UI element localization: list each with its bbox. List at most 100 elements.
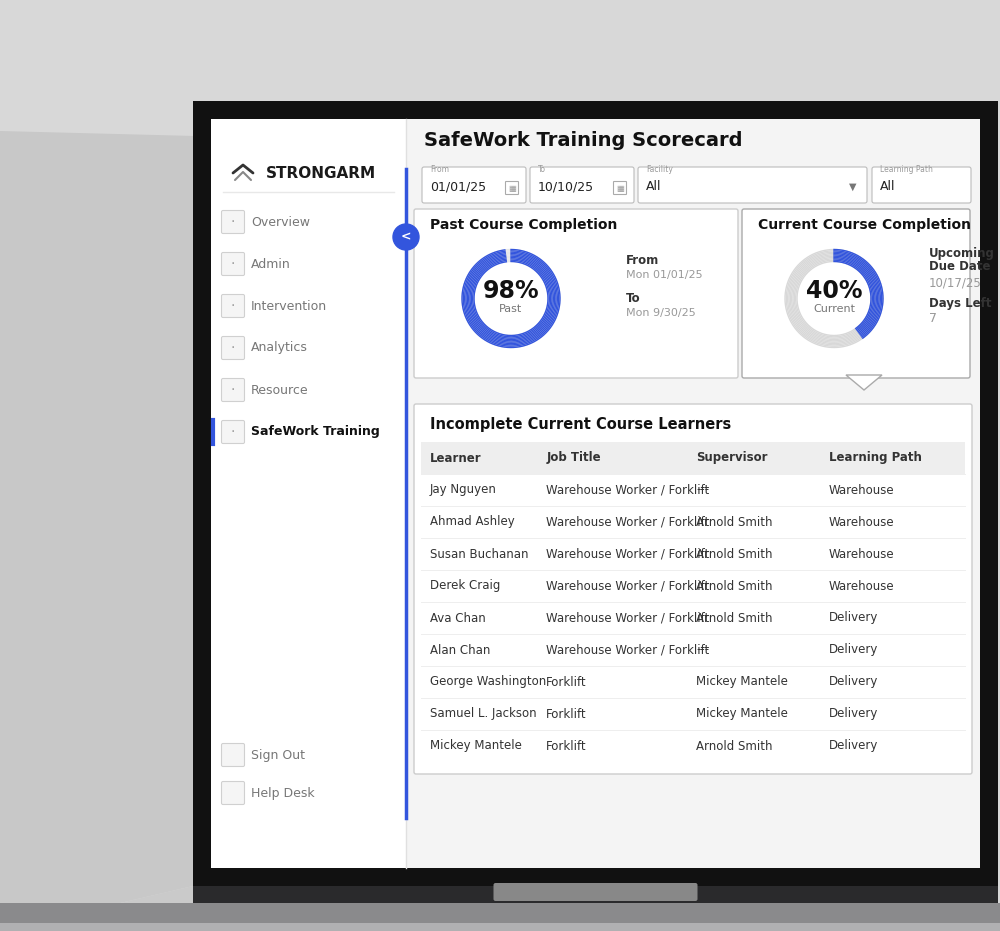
FancyBboxPatch shape — [414, 209, 738, 378]
FancyBboxPatch shape — [872, 167, 971, 203]
Text: Learning Path: Learning Path — [880, 165, 933, 173]
FancyBboxPatch shape — [222, 744, 244, 766]
Text: Warehouse: Warehouse — [829, 579, 895, 592]
Text: Analytics: Analytics — [251, 342, 308, 355]
Text: Delivery: Delivery — [829, 739, 878, 752]
Text: Admin: Admin — [251, 258, 291, 271]
Text: Overview: Overview — [251, 215, 310, 228]
Text: Mickey Mantele: Mickey Mantele — [430, 739, 522, 752]
Text: ·: · — [231, 425, 235, 439]
Text: Ahmad Ashley: Ahmad Ashley — [430, 516, 515, 529]
Text: Warehouse Worker / Forklift: Warehouse Worker / Forklift — [546, 579, 710, 592]
Text: All: All — [880, 181, 896, 194]
Bar — [406, 119, 980, 868]
FancyBboxPatch shape — [222, 210, 244, 234]
Text: ·: · — [231, 341, 235, 355]
Text: Samuel L. Jackson: Samuel L. Jackson — [430, 708, 537, 721]
Bar — [193, 101, 998, 886]
Text: Job Title: Job Title — [546, 452, 601, 465]
Text: STRONGARM: STRONGARM — [266, 166, 376, 181]
Text: 01/01/25: 01/01/25 — [430, 181, 486, 194]
Text: ·: · — [231, 383, 235, 397]
Text: Delivery: Delivery — [829, 676, 878, 689]
FancyBboxPatch shape — [530, 167, 634, 203]
Text: Warehouse Worker / Forklift: Warehouse Worker / Forklift — [546, 483, 710, 496]
Circle shape — [393, 224, 419, 250]
Text: Forklift: Forklift — [546, 676, 587, 689]
Text: 7: 7 — [929, 313, 937, 326]
Text: 98%: 98% — [483, 279, 539, 304]
FancyBboxPatch shape — [222, 336, 244, 359]
Text: Alan Chan: Alan Chan — [430, 643, 490, 656]
Text: SafeWork Training Scorecard: SafeWork Training Scorecard — [424, 131, 742, 151]
Text: Warehouse Worker / Forklift: Warehouse Worker / Forklift — [546, 547, 710, 560]
Text: Arnold Smith: Arnold Smith — [696, 547, 772, 560]
FancyBboxPatch shape — [638, 167, 867, 203]
Polygon shape — [0, 131, 195, 931]
Text: ---: --- — [696, 643, 709, 656]
Text: Forklift: Forklift — [546, 739, 587, 752]
Text: Intervention: Intervention — [251, 300, 327, 313]
Polygon shape — [846, 375, 882, 390]
Bar — [211, 119, 980, 868]
Text: Help Desk: Help Desk — [251, 787, 315, 800]
Bar — [193, 886, 998, 903]
Text: Delivery: Delivery — [829, 643, 878, 656]
Text: Mickey Mantele: Mickey Mantele — [696, 676, 788, 689]
Text: ·: · — [231, 215, 235, 229]
Bar — [0, 923, 1000, 931]
Text: ---: --- — [696, 483, 709, 496]
Text: From: From — [430, 165, 449, 173]
Text: SafeWork Training: SafeWork Training — [251, 425, 380, 439]
Text: Days Left: Days Left — [929, 296, 992, 309]
Polygon shape — [0, 886, 998, 931]
Text: Incomplete Current Course Learners: Incomplete Current Course Learners — [430, 416, 731, 431]
Text: ▦: ▦ — [616, 183, 624, 193]
Text: Due Date: Due Date — [929, 261, 990, 274]
Text: Current Course Completion: Current Course Completion — [758, 218, 971, 232]
Text: Arnold Smith: Arnold Smith — [696, 516, 772, 529]
Text: 10/10/25: 10/10/25 — [538, 181, 594, 194]
Text: Resource: Resource — [251, 384, 309, 397]
Text: Past: Past — [499, 304, 523, 314]
Text: To: To — [538, 165, 546, 173]
Text: Learning Path: Learning Path — [829, 452, 922, 465]
Text: Delivery: Delivery — [829, 708, 878, 721]
Text: Mon 01/01/25: Mon 01/01/25 — [626, 270, 703, 280]
FancyBboxPatch shape — [422, 167, 526, 203]
Text: Derek Craig: Derek Craig — [430, 579, 500, 592]
Text: Arnold Smith: Arnold Smith — [696, 739, 772, 752]
Text: Upcoming: Upcoming — [929, 247, 995, 260]
Text: Past Course Completion: Past Course Completion — [430, 218, 617, 232]
FancyBboxPatch shape — [222, 379, 244, 401]
Text: George Washington: George Washington — [430, 676, 546, 689]
Text: Supervisor: Supervisor — [696, 452, 767, 465]
Text: From: From — [626, 254, 659, 267]
Text: 40%: 40% — [806, 279, 862, 304]
Text: Warehouse Worker / Forklift: Warehouse Worker / Forklift — [546, 516, 710, 529]
FancyBboxPatch shape — [414, 404, 972, 774]
Text: To: To — [626, 292, 641, 305]
Text: Warehouse Worker / Forklift: Warehouse Worker / Forklift — [546, 612, 710, 625]
Text: Warehouse Worker / Forklift: Warehouse Worker / Forklift — [546, 643, 710, 656]
Bar — [0, 903, 1000, 931]
Text: Mickey Mantele: Mickey Mantele — [696, 708, 788, 721]
Text: Warehouse: Warehouse — [829, 547, 895, 560]
Text: Warehouse: Warehouse — [829, 516, 895, 529]
FancyBboxPatch shape — [494, 883, 698, 901]
Text: <: < — [401, 231, 411, 244]
Bar — [211, 119, 406, 868]
FancyBboxPatch shape — [222, 294, 244, 317]
Text: Sign Out: Sign Out — [251, 749, 305, 762]
Text: Current: Current — [813, 304, 855, 314]
FancyBboxPatch shape — [742, 209, 970, 378]
Text: Arnold Smith: Arnold Smith — [696, 579, 772, 592]
Text: ▼: ▼ — [849, 182, 857, 192]
FancyBboxPatch shape — [222, 781, 244, 804]
Text: Facility: Facility — [646, 165, 673, 173]
Text: 10/17/25: 10/17/25 — [929, 277, 982, 290]
Bar — [421, 442, 965, 474]
Text: Jay Nguyen: Jay Nguyen — [430, 483, 497, 496]
Text: Delivery: Delivery — [829, 612, 878, 625]
Text: Learner: Learner — [430, 452, 482, 465]
